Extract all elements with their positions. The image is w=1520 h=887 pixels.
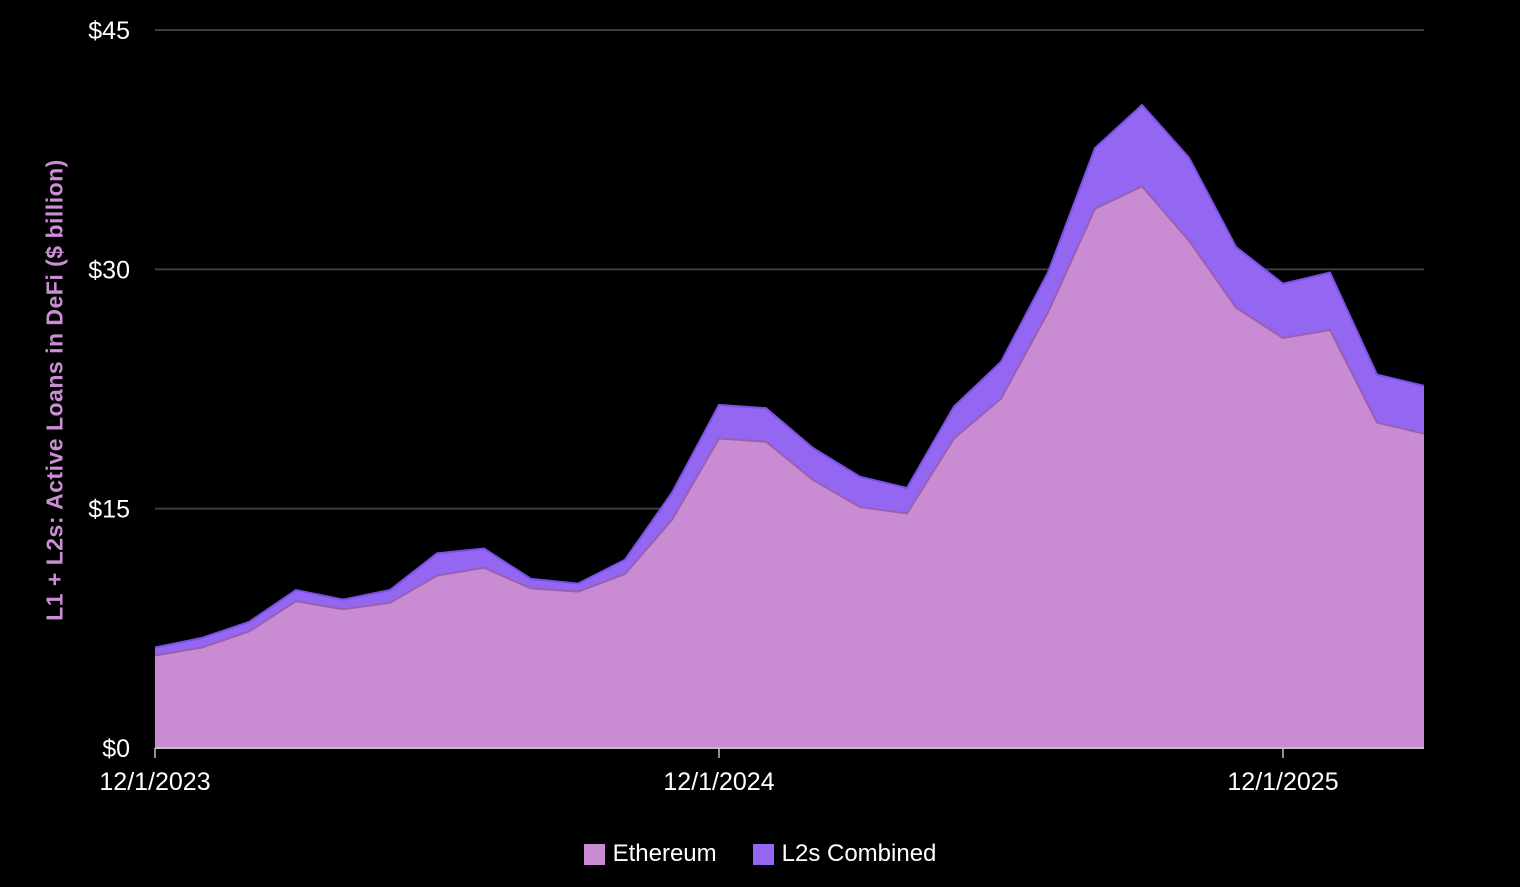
y-tick-label: $0 [102, 735, 130, 763]
l2s-top-edge [154, 103, 1425, 649]
ethereum-top-edge [154, 185, 1425, 657]
legend-label-l2s: L2s Combined [781, 840, 937, 867]
legend-item-ethereum: Ethereum [583, 840, 717, 868]
y-tick-label: $30 [88, 256, 130, 284]
l2s-combined-swatch-icon [752, 843, 774, 865]
y-tick-label: $45 [88, 17, 130, 45]
x-tick-label: 12/1/2024 [663, 768, 774, 796]
x-tick-label: 12/1/2023 [99, 768, 210, 796]
x-tick-label: 12/1/2025 [1227, 768, 1338, 796]
y-axis-title: L1 + L2s: Active Loans in DeFi ($ billio… [41, 159, 68, 621]
ethereum-swatch-icon [583, 843, 605, 865]
y-tick-label: $15 [88, 496, 130, 524]
legend-label-ethereum: Ethereum [612, 840, 717, 867]
legend-item-l2s: L2s Combined [752, 840, 937, 868]
area-ethereum [155, 186, 1424, 748]
legend: Ethereum L2s Combined [0, 840, 1520, 868]
